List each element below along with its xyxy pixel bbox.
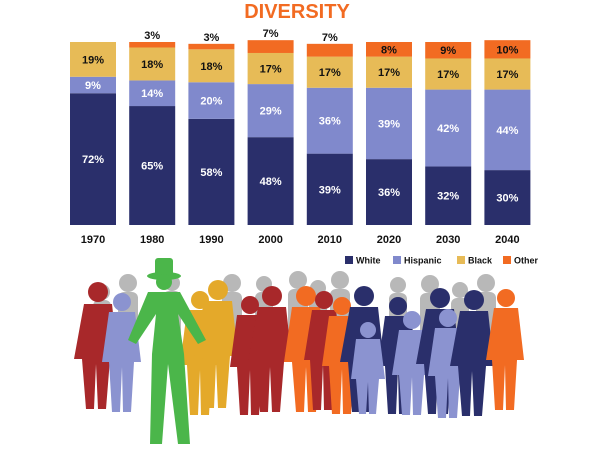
legend-label-other: Other	[514, 256, 539, 266]
bar-other-2040	[484, 40, 531, 59]
x-tick-1980: 1980	[140, 234, 164, 246]
x-tick-1970: 1970	[81, 234, 105, 246]
bar-white-2020	[366, 159, 412, 225]
data-label-white-2020: 36%	[378, 187, 400, 199]
crowd-illustration	[74, 258, 524, 444]
bar-hispanic-2020	[366, 87, 412, 160]
bar-white-1970	[70, 93, 116, 226]
bar-hispanic-2030	[425, 89, 472, 167]
data-label-other-1990: 3%	[203, 32, 219, 44]
legend-label-black: Black	[468, 256, 493, 266]
data-label-other-2000: 7%	[263, 28, 279, 40]
bar-white-1990	[188, 118, 235, 225]
bar-hispanic-1990	[188, 82, 235, 119]
bar-black-1990	[188, 49, 235, 83]
data-label-black-2040: 17%	[496, 69, 518, 81]
bar-hispanic-2000	[247, 84, 294, 138]
x-tick-2000: 2000	[258, 234, 282, 246]
bar-black-1980	[129, 47, 176, 81]
featured-figure	[128, 258, 206, 444]
bar-black-2020	[366, 56, 412, 88]
bar-hispanic-2040	[484, 89, 531, 171]
x-tick-labels: 1970 1980 1990 2000 2010 2020 2030 2040	[81, 234, 520, 246]
bar-hispanic-2010	[306, 87, 353, 154]
x-tick-2030: 2030	[436, 234, 460, 246]
data-label-white-1970: 72%	[82, 154, 104, 166]
bar-black-2040	[484, 58, 531, 90]
legend: White Hispanic Black Other	[345, 256, 539, 266]
data-label-hispanic-1990: 20%	[200, 96, 222, 108]
bar-other-1990	[188, 43, 235, 50]
x-tick-2020: 2020	[377, 234, 401, 246]
x-tick-2040: 2040	[495, 234, 519, 246]
data-label-black-2020: 17%	[378, 67, 400, 79]
data-label-hispanic-2040: 44%	[496, 125, 518, 137]
data-label-white-2040: 30%	[496, 193, 518, 205]
legend-swatch-white	[345, 256, 353, 264]
bar-black-2030	[425, 58, 472, 90]
bar-white-2000	[247, 137, 294, 225]
bar-white-2040	[484, 170, 531, 225]
bar-other-2000	[247, 40, 294, 53]
data-label-black-1980: 18%	[141, 59, 163, 71]
data-label-hispanic-1980: 14%	[141, 88, 163, 100]
bar-other-2010	[306, 43, 353, 57]
bars-layer: 72% 9% 19% 65% 14% 18% 3% 58% 20% 18% 3% 48% 29% 17% 7…	[70, 28, 531, 226]
data-label-black-2000: 17%	[260, 64, 282, 76]
data-label-black-1970: 19%	[82, 54, 104, 66]
data-label-black-1990: 18%	[200, 61, 222, 73]
data-label-other-2030: 9%	[440, 45, 456, 57]
data-label-other-2040: 10%	[496, 44, 518, 56]
bar-white-2010	[306, 153, 353, 225]
data-label-hispanic-2010: 36%	[319, 116, 341, 128]
data-label-other-1980: 3%	[144, 30, 160, 42]
bar-other-2020	[366, 42, 412, 57]
bar-white-2030	[425, 166, 472, 225]
legend-label-white: White	[356, 256, 381, 266]
data-label-black-2010: 17%	[319, 67, 341, 79]
data-label-hispanic-2000: 29%	[260, 106, 282, 118]
data-label-other-2020: 8%	[381, 44, 397, 56]
legend-swatch-hispanic	[393, 256, 401, 264]
bar-hispanic-1980	[129, 80, 176, 107]
x-tick-2010: 2010	[318, 234, 342, 246]
data-label-white-1980: 65%	[141, 161, 163, 173]
front-row-silhouettes	[74, 280, 524, 418]
legend-swatch-black	[457, 256, 465, 264]
x-tick-1990: 1990	[199, 234, 223, 246]
data-label-black-2030: 17%	[437, 69, 459, 81]
bar-hispanic-1970	[70, 76, 116, 94]
bar-other-2030	[425, 42, 472, 59]
legend-swatch-other	[503, 256, 511, 264]
data-label-white-2010: 39%	[319, 184, 341, 196]
legend-label-hispanic: Hispanic	[404, 256, 442, 266]
data-label-hispanic-1970: 9%	[85, 80, 101, 92]
data-label-hispanic-2030: 42%	[437, 123, 459, 135]
data-label-hispanic-2020: 39%	[378, 118, 400, 130]
data-label-other-2010: 7%	[322, 32, 338, 44]
bar-white-1980	[129, 106, 176, 225]
bar-black-1970	[70, 42, 116, 77]
data-label-white-1990: 58%	[200, 167, 222, 179]
data-label-white-2000: 48%	[260, 176, 282, 188]
bar-black-2010	[306, 56, 353, 88]
bar-black-2000	[247, 52, 294, 85]
chart-title: DIVERSITY	[244, 1, 350, 23]
data-label-white-2030: 32%	[437, 191, 459, 203]
bar-other-1980	[129, 42, 176, 48]
